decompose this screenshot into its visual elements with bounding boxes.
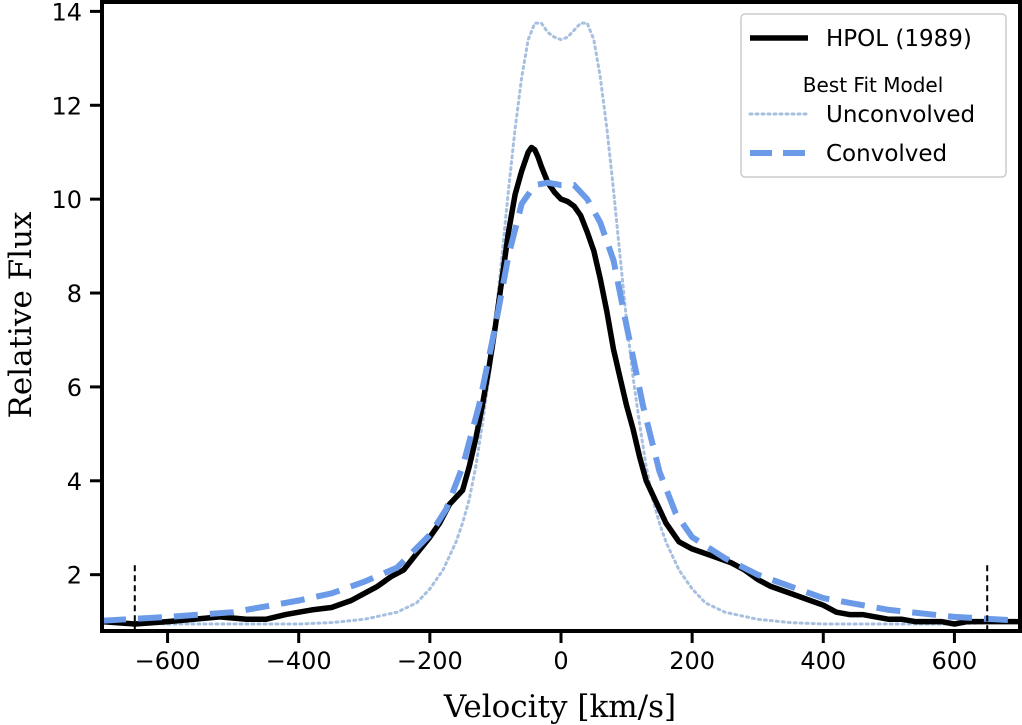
y-tick-label: 10 (51, 186, 82, 214)
x-tick-label: −200 (397, 647, 463, 675)
ticks-layer: −600 −400 −200 0 200 400 600 2 4 6 8 10 12 14 (51, 0, 977, 675)
x-tick-label: −600 (135, 647, 201, 675)
y-tick-label: 4 (67, 468, 82, 496)
plot-frame (100, 0, 1022, 633)
x-axis-title: Velocity [km/s] (443, 689, 676, 725)
y-tick-label: 2 (67, 562, 82, 590)
y-tick-label: 8 (67, 280, 82, 308)
legend-box (740, 13, 1007, 178)
x-tick-label: 0 (553, 647, 568, 675)
x-tick-label: 600 (932, 647, 978, 675)
series-layer (100, 21, 1022, 631)
y-axis-title: Relative Flux (3, 211, 39, 419)
legend-convolved-label: Convolved (826, 141, 947, 167)
y-tick-label: 6 (67, 374, 82, 402)
x-tick-label: 200 (669, 647, 715, 675)
series-convolved (101, 179, 1021, 624)
legend-group-title: Best Fit Model (803, 73, 944, 97)
x-tick-label: 400 (800, 647, 846, 675)
y-tick-label: 12 (51, 92, 82, 120)
legend: HPOL (1989) Best Fit Model Unconvolved C… (740, 13, 1007, 178)
legend-hpol-label: HPOL (1989) (826, 26, 972, 52)
series-unconvolved (100, 21, 1022, 626)
y-tick-label: 14 (51, 0, 82, 26)
x-tick-label: −400 (266, 647, 332, 675)
series-hpol-1989 (101, 144, 1020, 627)
legend-unconvolved-label: Unconvolved (826, 102, 975, 128)
